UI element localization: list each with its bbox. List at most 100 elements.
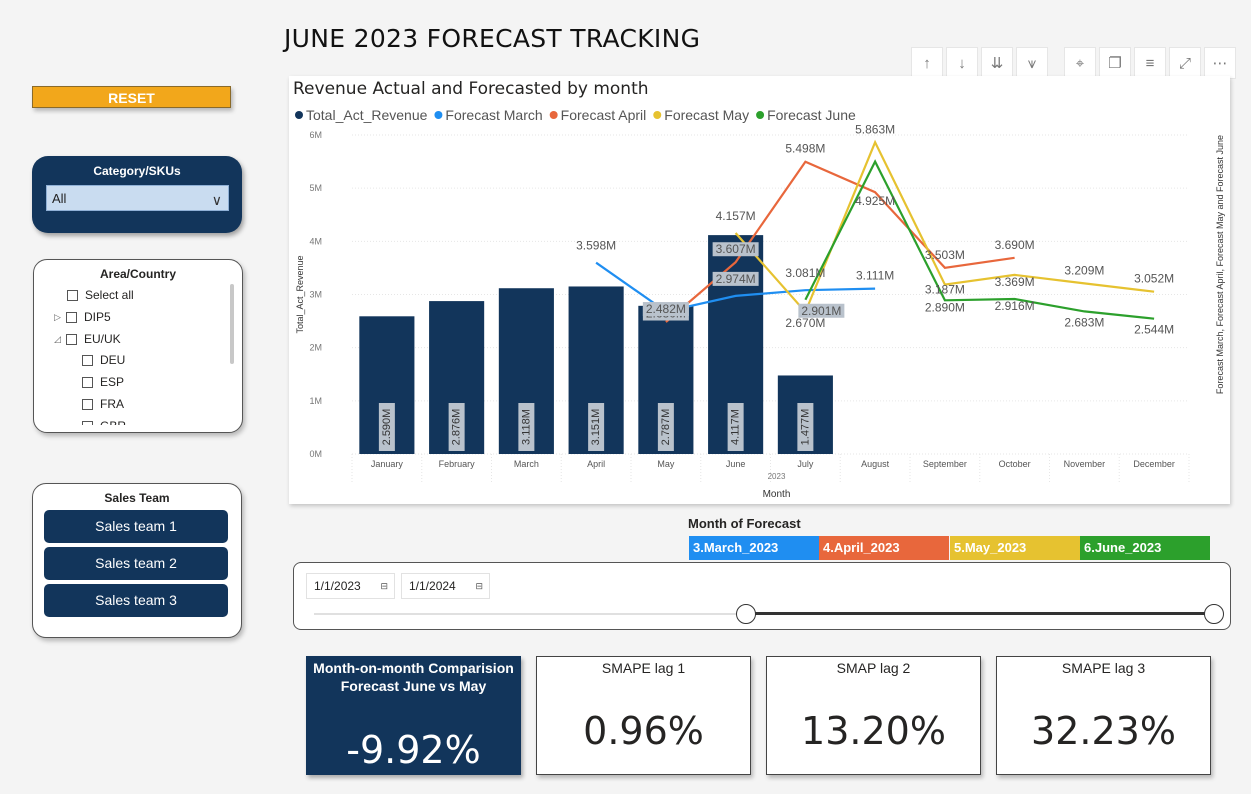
x-tick-label: March [514,459,539,469]
series-data-label: 2.974M [716,272,756,286]
series-data-label: 2.901M [801,304,841,318]
series-data-label: 3.052M [1134,272,1174,286]
area-item-fra[interactable]: FRA [82,394,124,414]
area-item-eu-uk[interactable]: ◿ EU/UK [54,329,121,349]
area-item-select-all[interactable]: Select all [67,285,134,305]
legend-item: Forecast April [561,107,647,123]
checkbox-icon[interactable] [67,289,78,301]
filter-icon[interactable]: ≡ [1134,47,1166,79]
y-tick-label: 5M [309,183,322,193]
calendar-icon[interactable]: ⊟ [380,581,388,591]
expand-all-down-icon[interactable]: ⇊ [981,47,1013,79]
series-data-label: 5.863M [855,122,895,136]
data-label-bg [798,303,845,318]
checkbox-icon[interactable] [66,311,77,323]
mom-comparison-label: Month-on-month Comparision Forecast June… [313,660,514,694]
forecast-month-june[interactable]: 6.June_2023 [1080,536,1210,560]
data-label-bg [642,302,689,317]
end-date-input[interactable]: 1/1/2024 ⊟ [401,573,490,599]
y-tick-label: 6M [309,130,322,140]
start-date-input[interactable]: 1/1/2023 ⊟ [306,573,395,599]
series-data-label: 3.369M [995,275,1035,289]
revenue-chart: Revenue Actual and Forecasted by month To… [293,79,1225,500]
area-item-deu[interactable]: DEU [82,350,125,370]
end-date-value: 1/1/2024 [409,579,456,593]
visual-toolbar: ↑ ↓ ⇊ ⩛ ⌖ ❐ ≡ ⤢ ⋯ [911,47,1236,79]
x-tick-label: October [999,459,1031,469]
bar-data-label: 3.118M [520,409,532,445]
bar-data-label: 3.151M [590,409,602,446]
mom-comparison-card: Month-on-month Comparision Forecast June… [306,656,521,775]
sales-team-1-button[interactable]: Sales team 1 [44,510,228,543]
series-line [595,261,876,313]
y-tick-label: 1M [309,396,322,406]
focus-mode-icon[interactable]: ⤢ [1169,47,1201,79]
pin-icon[interactable]: ⌖ [1064,47,1096,79]
expand-hierarchy-icon[interactable]: ⩛ [1016,47,1048,79]
checkbox-icon[interactable] [66,333,77,345]
series-data-label: 2.890M [925,300,965,314]
legend-marker [434,111,443,119]
series-data-label: 2.544M [1134,323,1174,337]
drill-down-icon[interactable]: ↓ [946,47,978,79]
legend-marker [756,111,765,119]
area-item-label: Select all [85,288,134,302]
mom-comparison-value: -9.92% [346,728,481,772]
series-data-label: 2.482M [646,302,686,316]
checkbox-icon[interactable] [82,398,93,410]
category-filter-panel: Category/SKUs All ∨ [32,156,242,233]
area-item-label: GBR [100,416,126,425]
date-range-slicer: 1/1/2023 ⊟ 1/1/2024 ⊟ [293,562,1231,630]
area-filter-scrollbar[interactable] [230,284,234,364]
chevron-down-icon: ∨ [211,192,222,208]
x-tick-label: January [371,459,404,469]
page-title: JUNE 2023 FORECAST TRACKING [284,24,701,53]
more-options-icon[interactable]: ⋯ [1204,47,1236,79]
date-slider-start-handle[interactable] [736,604,756,624]
collapse-down-icon[interactable]: ◿ [54,334,61,344]
category-dropdown[interactable]: All ∨ [46,185,229,211]
sales-team-3-button[interactable]: Sales team 3 [44,584,228,617]
series-data-label: 2.683M [1064,315,1104,329]
smape-lag2-card: SMAP lag 2 13.20% [766,656,981,775]
bar-data-label: 4.117M [730,409,742,445]
sales-team-2-button[interactable]: Sales team 2 [44,547,228,580]
series-data-label: 3.081M [785,266,825,280]
chart-title: Revenue Actual and Forecasted by month [293,79,649,99]
x-tick-label: December [1133,459,1175,469]
forecast-month-may[interactable]: 5.May_2023 [950,536,1080,560]
area-item-label: ESP [100,375,125,389]
bar-data-label: 2.590M [381,409,393,446]
date-slider-end-handle[interactable] [1204,604,1224,624]
series-line [804,159,1155,320]
series-data-label: 2.916M [995,299,1035,313]
x-tick-label: June [726,459,746,469]
drill-up-icon[interactable]: ↑ [911,47,943,79]
bar-label-bg [588,403,605,451]
forecast-month-april[interactable]: 4.April_2023 [819,536,949,560]
checkbox-icon[interactable] [82,420,93,425]
calendar-icon[interactable]: ⊟ [475,581,483,591]
area-item-label: EU/UK [84,332,121,346]
expand-right-icon[interactable]: ▷ [54,312,61,322]
category-dropdown-value: All [52,191,67,206]
forecast-month-march[interactable]: 3.March_2023 [689,536,819,560]
revenue-chart-card[interactable]: Revenue Actual and Forecasted by month To… [289,76,1230,504]
area-item-esp[interactable]: ESP [82,372,124,392]
checkbox-icon[interactable] [82,376,93,388]
area-filter-title: Area/Country [99,267,176,281]
checkbox-icon[interactable] [82,354,93,366]
legend-marker [295,111,303,119]
category-filter-title: Category/SKUs [93,164,181,178]
x-tick-label: November [1064,459,1106,469]
x-sub-label: 2023 [768,472,786,481]
y2-axis-label: Forecast March, Forecast April, Forecast… [1215,135,1225,394]
month-of-forecast-title: Month of Forecast [688,516,801,531]
reset-button[interactable]: RESET [32,86,231,108]
date-slider-range [746,612,1214,615]
x-tick-label: July [797,459,814,469]
area-item-dip5[interactable]: ▷ DIP5 [54,307,111,327]
copy-icon[interactable]: ❐ [1099,47,1131,79]
smape-lag1-card: SMAPE lag 1 0.96% [536,656,751,775]
area-item-gbr[interactable]: GBR [82,416,126,425]
